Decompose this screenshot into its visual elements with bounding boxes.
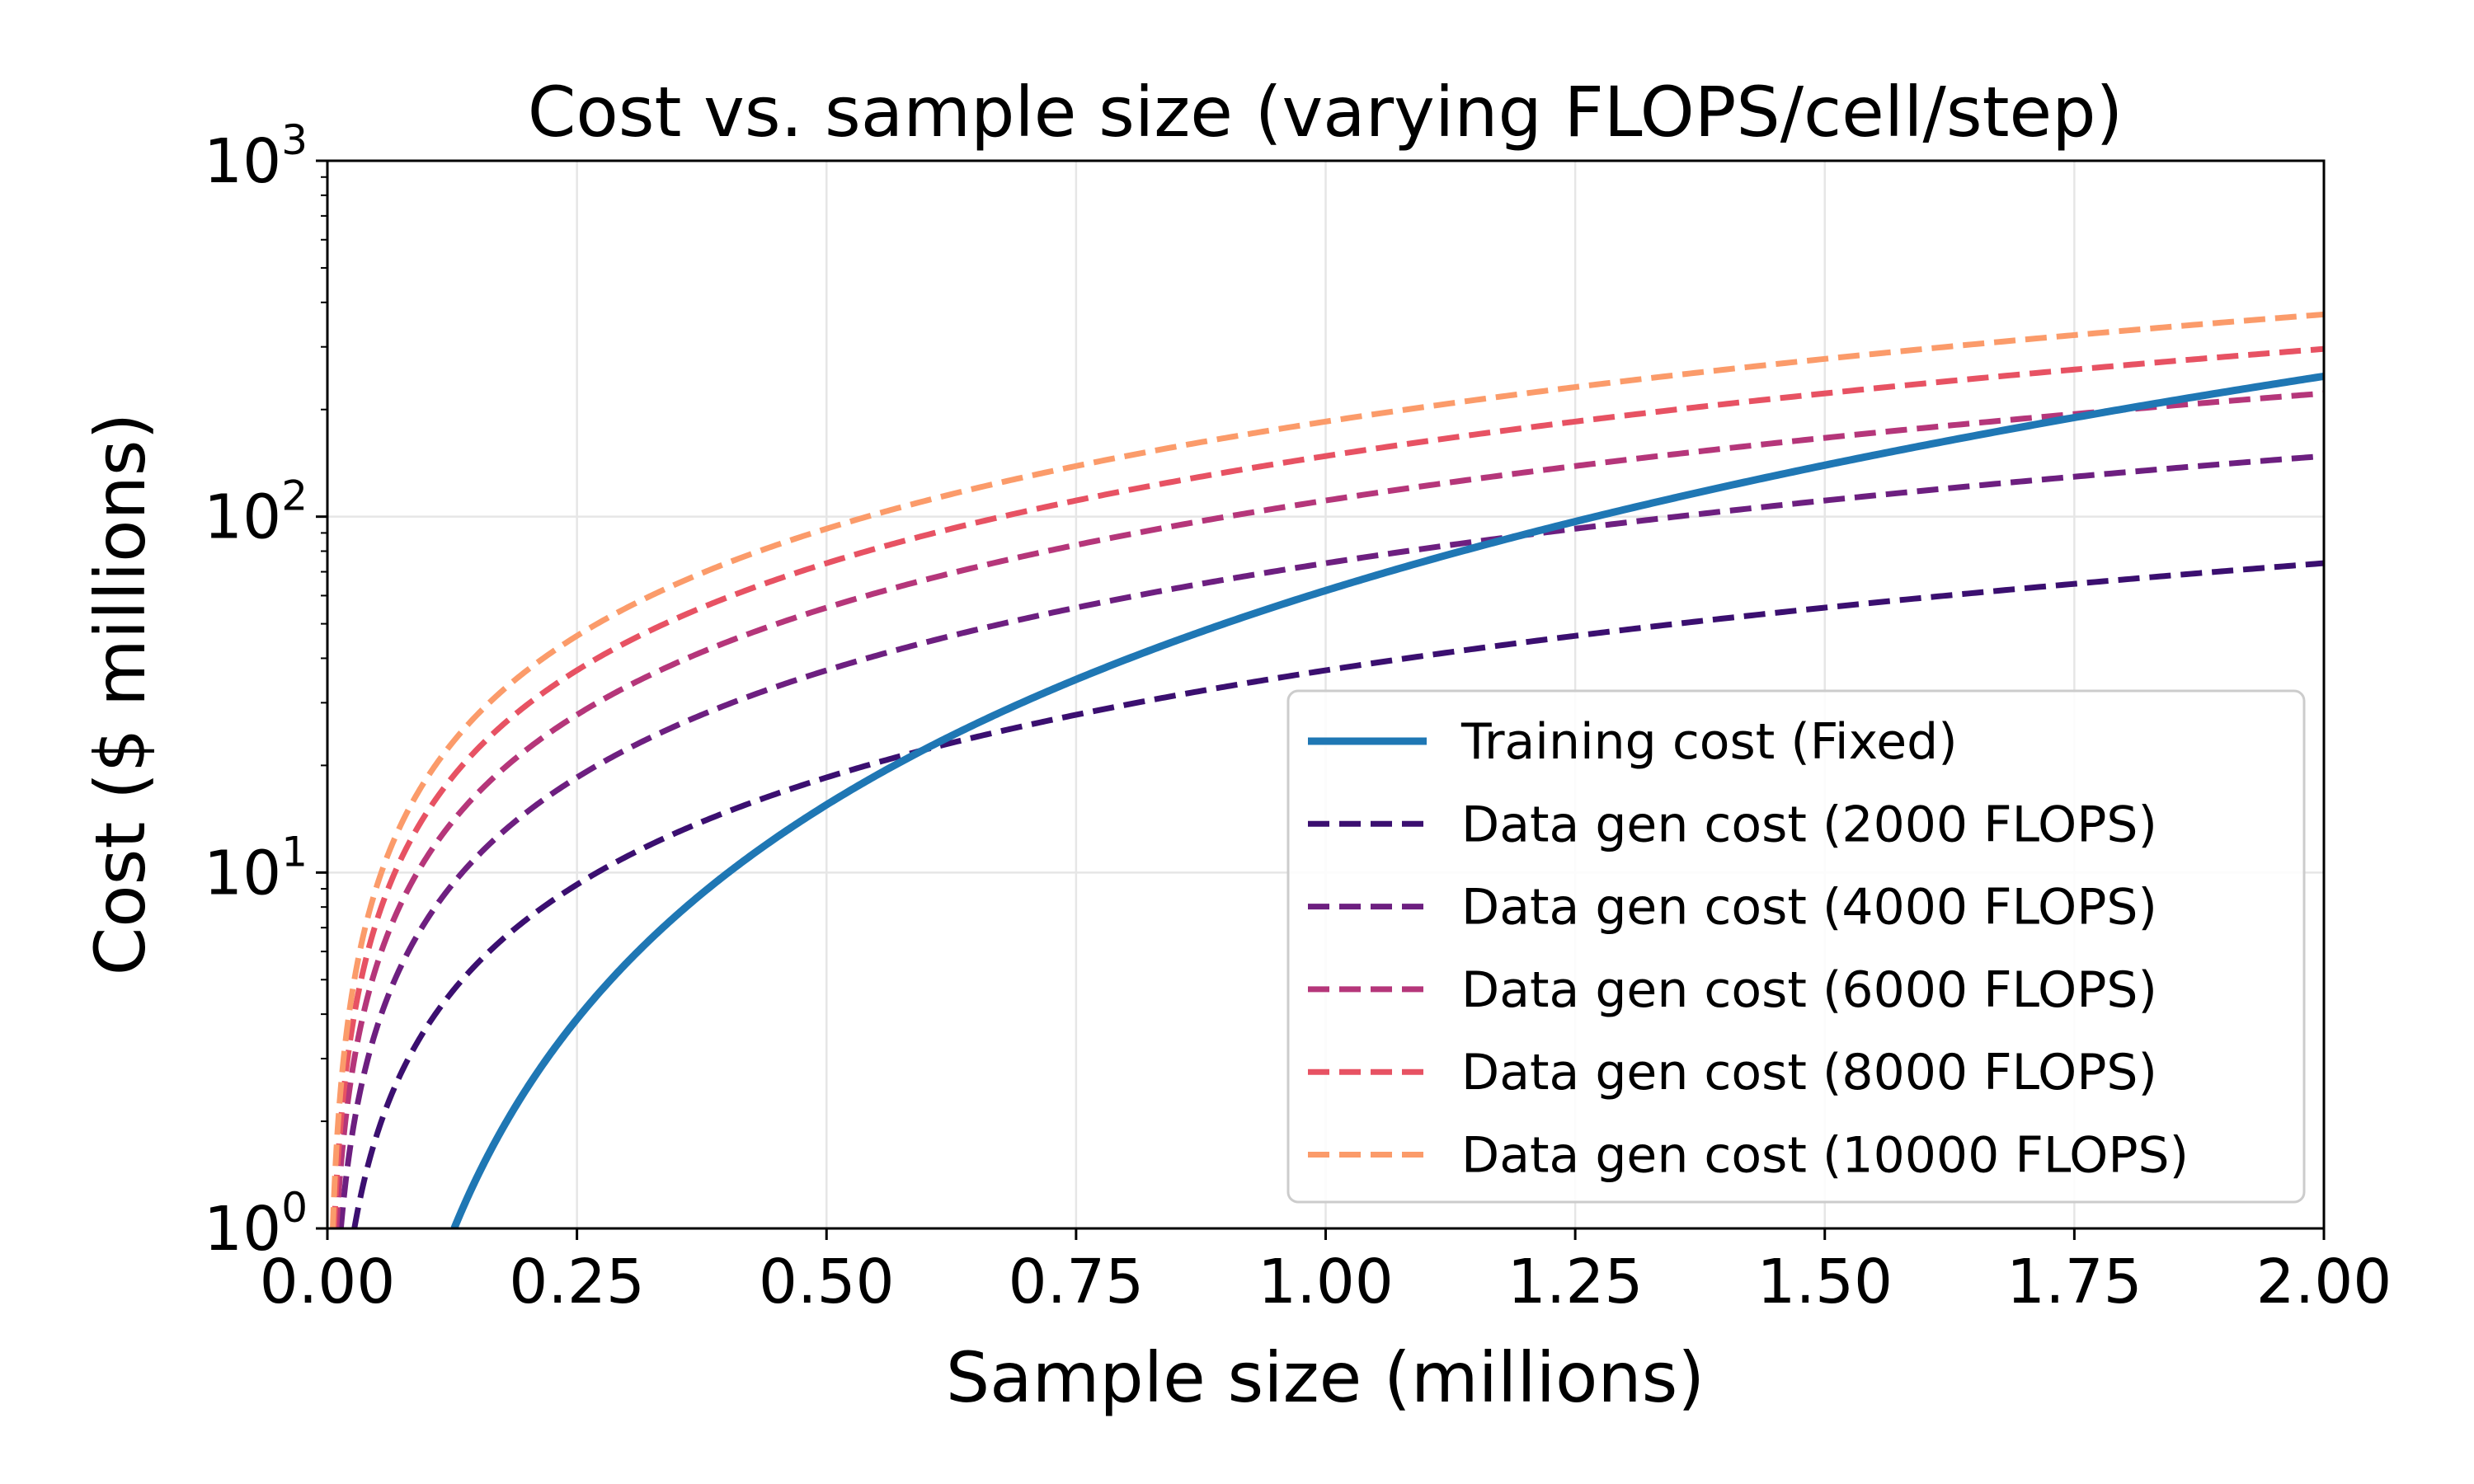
axis-ticks: 0.00 0.25 0.50 0.75 1.00 1.25 1.50 1.75 2.001001… [204,116,2392,1317]
x-tick-label: 2.00 [2256,1247,2392,1317]
y-tick-label-base: 10 [204,126,281,197]
y-tick-label-base: 10 [204,482,281,553]
series-line-data-gen-cost-4000-flops [337,453,2324,1228]
x-tick-label: 0.75 [1008,1247,1144,1317]
plot-series [330,311,2324,1228]
legend-label: Data gen cost (10000 FLOPS) [1461,1127,2189,1185]
series-line-data-gen-cost-10000-flops [330,311,2324,1228]
x-axis-label: Sample size (millions) [946,1337,1705,1418]
x-tick-label: 0.00 [260,1247,396,1317]
series-line-data-gen-cost-8000-flops [331,345,2324,1228]
x-tick-label: 0.50 [759,1247,895,1317]
legend-box [1286,689,2306,1204]
series-line-training-cost-fixed [450,372,2324,1228]
y-tick-label: 101 [204,828,308,909]
y-tick-label-base: 10 [204,838,281,909]
y-tick-label-exponent: 0 [281,1184,308,1232]
legend-label: Data gen cost (8000 FLOPS) [1461,1044,2157,1101]
x-tick-label: 1.50 [1757,1247,1893,1317]
y-tick-label: 100 [204,1184,308,1265]
x-tick-label: 1.75 [2006,1247,2142,1317]
y-tick-label-exponent: 1 [281,828,308,876]
legend-label: Data gen cost (4000 FLOPS) [1461,879,2157,937]
series-line-data-gen-cost-2000-flops [351,560,2324,1228]
y-tick-label-exponent: 3 [281,116,308,164]
y-tick-label: 102 [204,472,308,553]
series-line-data-gen-cost-6000-flops [333,390,2324,1228]
legend-label: Data gen cost (6000 FLOPS) [1461,961,2157,1019]
legend: Training cost (Fixed) Data gen cost (2000… [1286,689,2306,1204]
legend-label: Training cost (Fixed) [1460,713,1958,771]
y-axis-label: Cost ($ millions) [80,413,161,976]
legend-label: Data gen cost (2000 FLOPS) [1461,796,2157,853]
chart-title: Cost vs. sample size (varying FLOPS/cell… [528,72,2124,153]
y-tick-label: 103 [204,116,308,197]
y-tick-label-base: 10 [204,1194,281,1265]
y-tick-label-exponent: 2 [281,472,308,520]
x-tick-label: 1.00 [1258,1247,1394,1317]
x-tick-label: 1.25 [1507,1247,1644,1317]
x-tick-label: 0.25 [509,1247,645,1317]
